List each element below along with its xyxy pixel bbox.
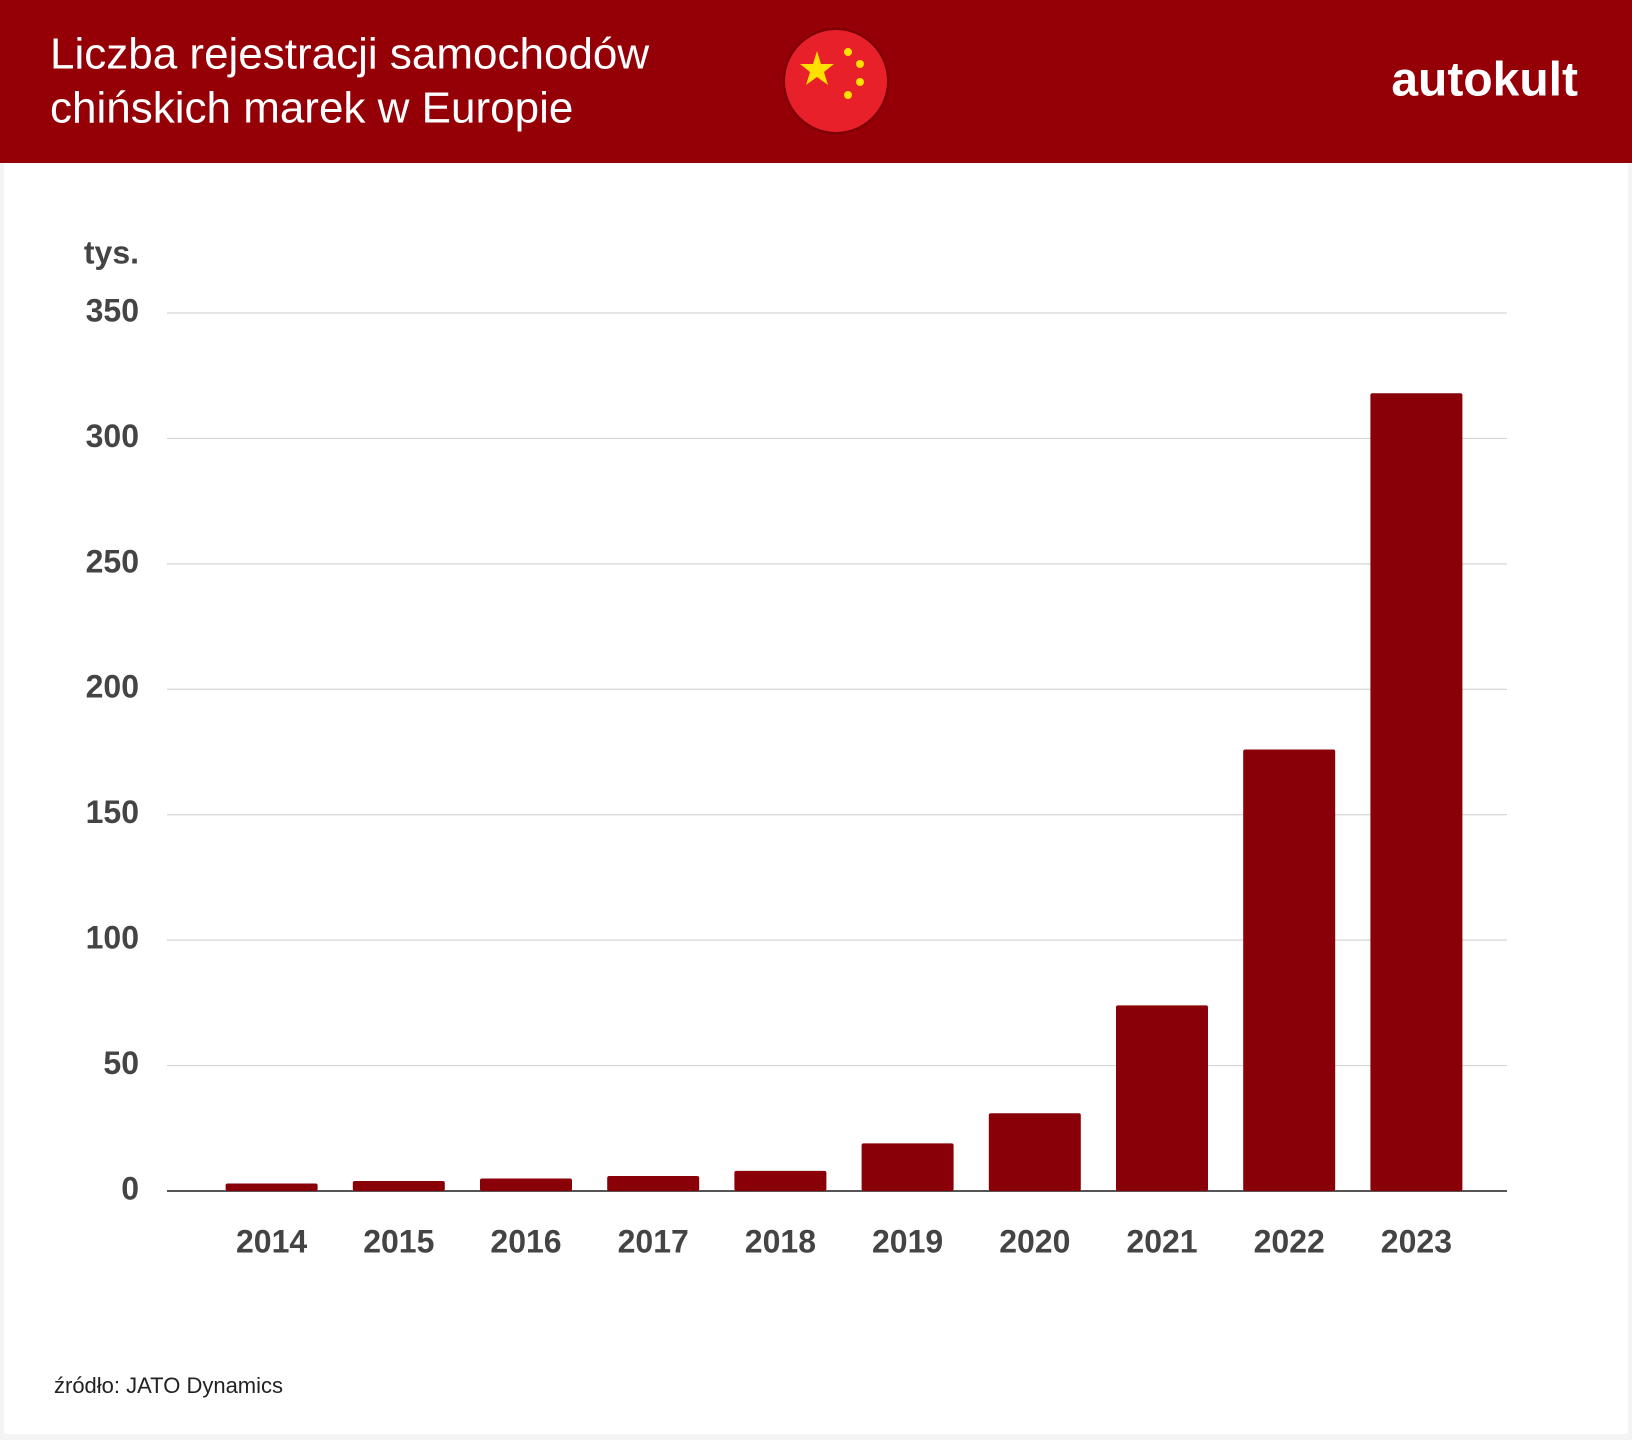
x-tick-label: 2019 <box>872 1223 943 1259</box>
x-tick-label: 2014 <box>236 1223 307 1259</box>
brand: autokult <box>1391 54 1578 107</box>
bar <box>988 1113 1081 1191</box>
bar <box>480 1178 572 1191</box>
x-tick-label: 2021 <box>1126 1223 1197 1259</box>
y-tick-label: 250 <box>86 543 139 579</box>
flag-star <box>856 78 864 86</box>
x-tick-label: 2016 <box>490 1223 561 1259</box>
flag-star <box>800 51 834 85</box>
x-tick-label: 2023 <box>1381 1223 1452 1259</box>
bar <box>861 1143 954 1191</box>
source: źródło: JATO Dynamics <box>54 1373 283 1398</box>
y-tick-label: 0 <box>121 1170 139 1206</box>
bar <box>352 1180 445 1191</box>
x-tick-label: 2017 <box>618 1223 689 1259</box>
x-tick-label: 2015 <box>363 1223 434 1259</box>
bar <box>225 1183 318 1191</box>
flag-circle <box>783 28 889 134</box>
flag-star <box>856 60 864 68</box>
bar <box>734 1170 827 1191</box>
y-tick-label: 50 <box>103 1045 139 1081</box>
y-unit-label: tys. <box>84 234 139 270</box>
title-line: chińskich marek w Europie <box>50 84 573 133</box>
flag-star <box>844 91 852 99</box>
flag-star <box>844 48 852 56</box>
flag <box>783 28 889 134</box>
y-tick-label: 200 <box>86 669 139 705</box>
x-tick-label: 2018 <box>745 1223 816 1259</box>
x-tick-label: 2022 <box>1254 1223 1325 1259</box>
y-tick-label: 150 <box>86 794 139 830</box>
canvas <box>4 0 1628 1434</box>
x-tick-label: 2020 <box>999 1223 1070 1259</box>
bar <box>607 1175 700 1191</box>
bar <box>1243 749 1336 1191</box>
y-tick-label: 300 <box>86 418 139 454</box>
y-tick-label: 350 <box>86 292 139 328</box>
title-line: Liczba rejestracji samochodów <box>50 30 649 79</box>
bar <box>1370 393 1463 1191</box>
y-tick-label: 100 <box>86 920 139 956</box>
bar <box>1116 1005 1208 1191</box>
